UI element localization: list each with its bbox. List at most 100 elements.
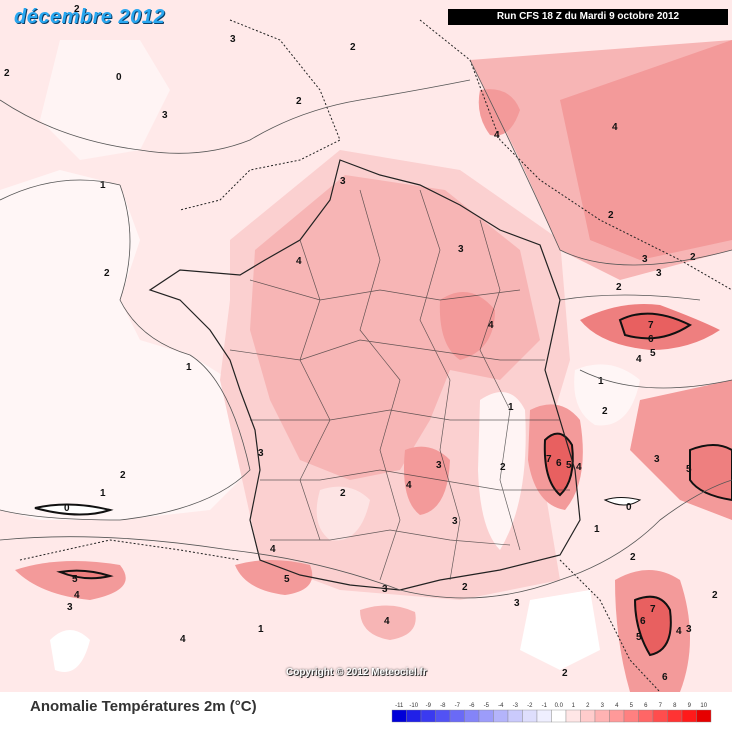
field-4-center	[404, 446, 450, 515]
field-5-balkans	[689, 444, 732, 502]
scale-tick-label: 4	[615, 703, 619, 709]
scale-swatch	[391, 709, 407, 723]
contour-label: 3	[458, 244, 464, 255]
field-6-italy-south	[633, 595, 672, 657]
field-4-corsica	[360, 605, 416, 640]
field-4-northeast	[560, 40, 732, 260]
field-low-rhone	[478, 392, 526, 550]
coastline-france	[148, 159, 581, 591]
contour-label: 5	[566, 460, 572, 471]
color-scale: -11 -10 -9 -8 -7 -6 -5 -4 -3 -2 -1 0.0 1 2 3 4 5 6 7 8 9 10	[391, 703, 712, 723]
scale-tick-label: -4	[498, 703, 504, 709]
contour-label: 3	[230, 34, 236, 45]
contour-label: 4	[636, 354, 642, 365]
contour-label: 1	[100, 180, 106, 191]
scale-tick-label: -6	[469, 703, 475, 709]
contour-label: 2	[690, 252, 696, 263]
contour-label: 2	[350, 42, 356, 53]
field-5-iberia	[56, 569, 114, 580]
contour-label: 2	[712, 590, 718, 601]
contour-label: 2	[616, 282, 622, 293]
contour-label: 3	[340, 176, 346, 187]
contour-label: 2	[562, 668, 568, 679]
contour-label: 5	[636, 632, 642, 643]
contour-label: 4	[676, 626, 682, 637]
scale-tick-label: -7	[455, 703, 461, 709]
contour-label: 2	[500, 462, 506, 473]
contour-label-group: 3 2 2 3 0 1 2 1 2 1 0 5 4 3 4 1 3 4 3 4 …	[4, 4, 718, 683]
scale-swatch	[449, 709, 465, 723]
contour-label: 1	[598, 376, 604, 387]
scale-tick-label: 9	[688, 703, 692, 709]
scale-swatch	[435, 709, 451, 723]
contour-label: 3	[436, 460, 442, 471]
scale-swatch	[420, 709, 436, 723]
scale-swatch	[536, 709, 552, 723]
contour-label: 3	[514, 598, 520, 609]
field-low-med	[50, 630, 90, 672]
copyright-text: Copyright © 2012 Meteociel.fr	[286, 667, 427, 678]
scale-tick-label: 5	[630, 703, 634, 709]
scale-swatch	[478, 709, 494, 723]
contour-label: 0	[626, 502, 632, 513]
scale-tick-label: -5	[484, 703, 490, 709]
field-6-austria	[618, 312, 692, 340]
contour-label: 2	[4, 68, 10, 79]
temperature-anomaly-map: 3 2 2 3 0 1 2 1 2 1 0 5 4 3 4 1 3 4 3 4 …	[0, 0, 732, 692]
contour-label: 0	[64, 503, 70, 514]
contour-label: 3	[382, 584, 388, 595]
scale-tick-label: -3	[513, 703, 519, 709]
contour-label: 2	[296, 96, 302, 107]
contour-label: 4	[270, 544, 276, 555]
scale-tick-label: 3	[601, 703, 605, 709]
contour-label: 4	[494, 130, 500, 141]
scale-swatch	[623, 709, 639, 723]
scale-tick-label: 10	[700, 703, 707, 709]
contour-label: 3	[258, 448, 264, 459]
contour-label: 2	[340, 488, 346, 499]
contour-label: 3	[452, 516, 458, 527]
contour-label: 1	[508, 402, 514, 413]
contour-label: 2	[104, 268, 110, 279]
map-canvas: 3 2 2 3 0 1 2 1 2 1 0 5 4 3 4 1 3 4 3 4 …	[0, 4, 732, 692]
contour-label: 3	[656, 268, 662, 279]
contour-label: 5	[650, 348, 656, 359]
contour-label: 2	[630, 552, 636, 563]
field-3-france	[250, 175, 540, 480]
contour-label: 5	[72, 574, 78, 585]
scale-swatch	[696, 709, 712, 723]
scale-swatch	[638, 709, 654, 723]
contour-label: 6	[648, 334, 654, 345]
contour-label: 6	[640, 616, 646, 627]
contour-label: 3	[654, 454, 660, 465]
contour-label: 4	[384, 616, 390, 627]
coastline-britain	[179, 19, 341, 211]
contour-label: 4	[488, 320, 494, 331]
field-6-alps	[543, 432, 574, 497]
departments-grid	[229, 189, 570, 581]
scale-tick-label: 2	[586, 703, 590, 709]
field-low-corsica	[603, 497, 642, 506]
scale-swatch	[406, 709, 422, 723]
scale-swatch	[551, 709, 567, 723]
map-title: décembre 2012	[14, 6, 166, 28]
scale-swatch	[507, 709, 523, 723]
contour-label: 3	[67, 602, 73, 613]
contour-label: 2	[462, 582, 468, 593]
scale-tick-label: 7	[659, 703, 663, 709]
scale-swatch	[464, 709, 480, 723]
contour-label: 2	[608, 210, 614, 221]
contour-label: 1	[594, 524, 600, 535]
contour-label: 4	[612, 122, 618, 133]
field-low-italy-north	[574, 364, 640, 426]
field-4-belgium	[478, 89, 520, 136]
legend-footer: Anomalie Températures 2m (°C) -11 -10 -9 -8…	[0, 692, 732, 732]
legend-label: Anomalie Températures 2m (°C)	[30, 698, 257, 715]
scale-swatch	[522, 709, 538, 723]
contour-label: 2	[602, 406, 608, 417]
contour-label: 6	[662, 672, 668, 683]
contour-label: 1	[258, 624, 264, 635]
contour-label: 6	[556, 458, 562, 469]
contour-label: 2	[120, 470, 126, 481]
contour-label: 0	[116, 72, 122, 83]
